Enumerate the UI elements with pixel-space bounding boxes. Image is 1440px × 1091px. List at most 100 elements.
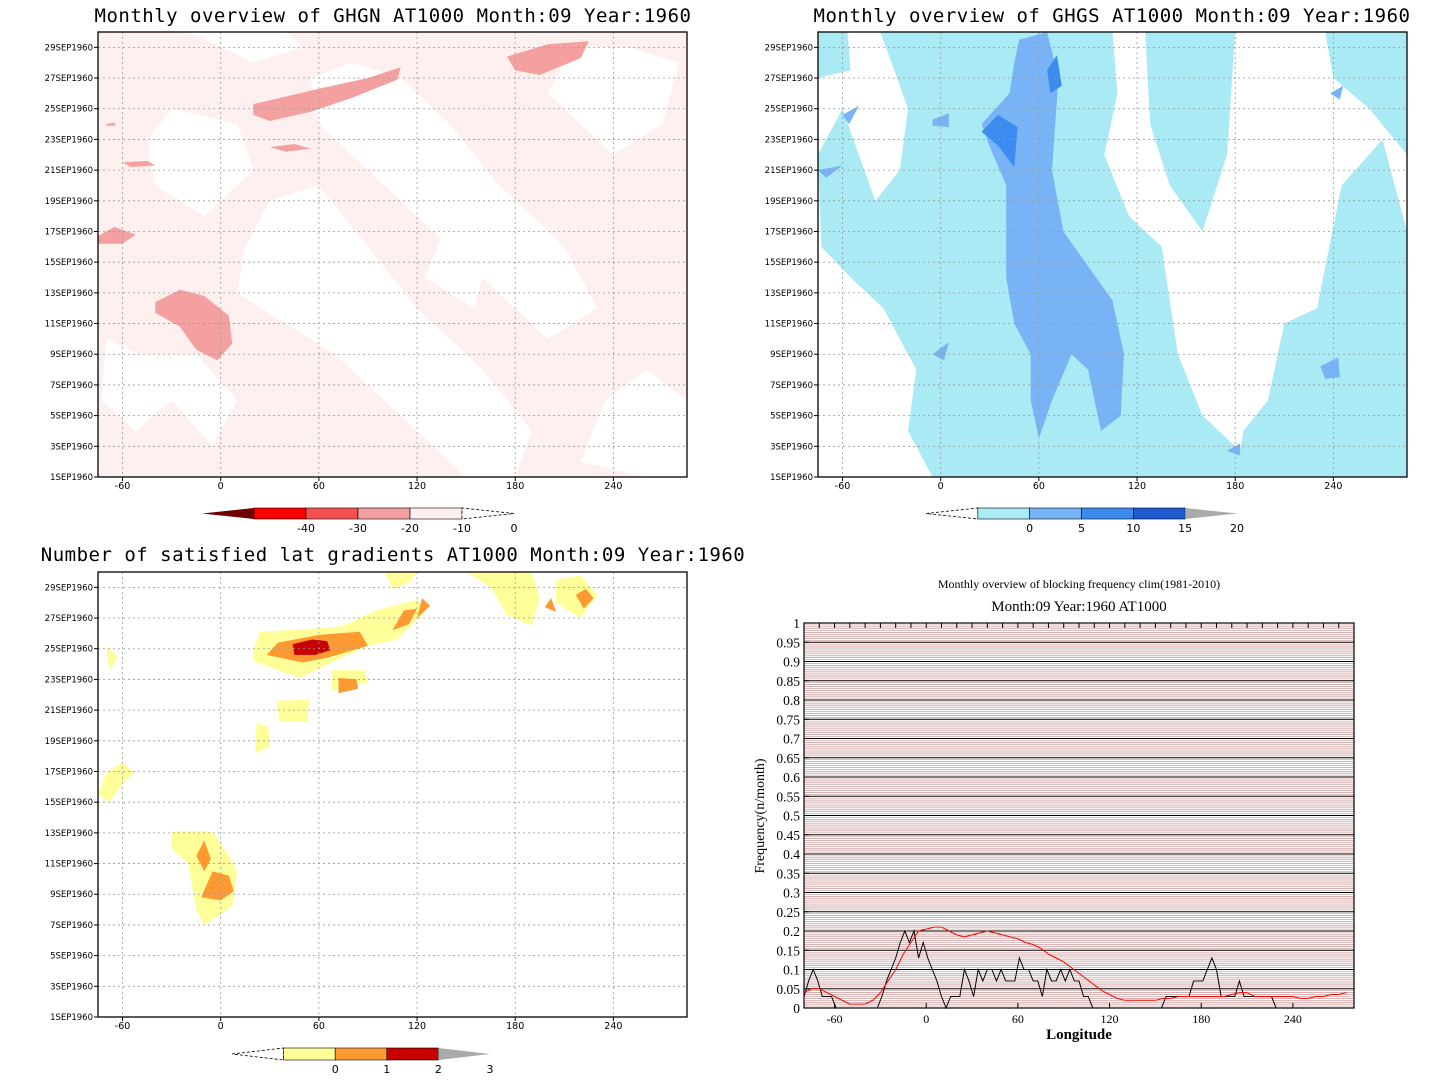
colorbar-label-3: 2 [435, 1063, 442, 1076]
x-tick-label-4: 120 [1128, 481, 1146, 492]
contour-region-10 [932, 342, 949, 361]
y-tick-label-4: 0.15 [776, 943, 800, 958]
y-tick-label-7: 13SEP1960 [45, 289, 93, 299]
x-tick-label-1: -60 [115, 1021, 131, 1032]
y-tick-label-8: 15SEP1960 [765, 258, 813, 268]
y-tick-label-9: 0.4 [783, 847, 800, 862]
colorbar-box-4 [1133, 507, 1186, 520]
colorbar-box-4 [409, 507, 463, 520]
y-tick-label-5: 9SEP1960 [50, 350, 93, 360]
contour-region-9 [932, 113, 949, 128]
y-tick-label-10: 19SEP1960 [765, 197, 813, 207]
x-tick-label-4: 120 [1101, 1012, 1119, 1026]
x-tick-label-2: 0 [923, 1012, 929, 1026]
y-tick-label-12: 23SEP1960 [765, 135, 813, 145]
x-tick-label-2: 0 [218, 481, 224, 492]
contour-region-9 [253, 67, 401, 121]
contour-region-18 [575, 588, 594, 609]
contour-region-14 [122, 160, 156, 167]
colorbar-extend-low [231, 1047, 285, 1061]
y-tick-label-8: 0.35 [776, 866, 800, 881]
contour-region-16 [417, 598, 431, 618]
x-tick-label-3: 60 [313, 481, 325, 492]
contour-region-10 [556, 575, 597, 618]
hline-grid [804, 622, 1354, 1009]
plot-frame [817, 31, 1408, 478]
y-tick-label-2: 3SEP1960 [770, 442, 813, 452]
y-tick-label-10: 19SEP1960 [45, 197, 93, 207]
x-tick-label-5: 180 [506, 1021, 524, 1032]
y-tick-label-14: 27SEP1960 [45, 614, 93, 624]
colorbar-label-3: -20 [401, 522, 419, 535]
y-tick-label-12: 0.55 [776, 789, 800, 804]
y-tick-label-2: 0.05 [776, 982, 800, 997]
y-tick-label-7: 13SEP1960 [765, 289, 813, 299]
y-tick-label-4: 7SEP1960 [770, 381, 813, 391]
contour-region-6 [981, 32, 1124, 439]
x-tick-label-1: -60 [835, 481, 851, 492]
y-tick-label-3: 5SEP1960 [50, 412, 93, 422]
contour-region-9 [466, 572, 540, 626]
y-tick-label-13: 0.6 [783, 770, 800, 785]
colorbar-label-1: 0 [1026, 522, 1033, 535]
plot-background [98, 572, 687, 1017]
contour-region-11 [196, 840, 211, 872]
chart-subtitle: Month:09 Year:1960 AT1000 [991, 599, 1166, 615]
colorbar-extend-high [461, 507, 515, 520]
contour-region-7 [818, 165, 843, 178]
x-tick-label-5: 180 [506, 481, 524, 492]
y-tick-label-15: 29SEP1960 [45, 583, 93, 593]
contour-region-2 [147, 108, 254, 217]
contour-region-3 [237, 185, 532, 477]
colorbar-box-3 [357, 507, 411, 520]
y-tick-label-11: 21SEP1960 [765, 166, 813, 176]
colorbar: 0 5 10 15 20 [925, 507, 1244, 535]
contour-region-13 [269, 144, 311, 152]
y-axis-label: Frequency(n/month) [753, 758, 768, 873]
x-tick-label-1: -60 [115, 481, 131, 492]
y-tick-label-7: 13SEP1960 [45, 829, 93, 839]
colorbar-label-2: 1 [383, 1063, 390, 1076]
y-tick-label-9: 17SEP1960 [765, 227, 813, 237]
contour-region-13 [1227, 443, 1241, 456]
y-tick-label-13: 25SEP1960 [765, 105, 813, 115]
colorbar-box-1 [253, 507, 307, 520]
contour-region-4 [1325, 32, 1407, 155]
contour-region-12 [1330, 85, 1344, 100]
contour-region-7 [580, 369, 687, 477]
colorbar-label-1: 0 [332, 1063, 339, 1076]
contour-fields [818, 32, 1407, 477]
y-tick-label-9: 17SEP1960 [45, 767, 93, 777]
y-tick-label-20: 0.95 [776, 635, 800, 650]
x-tick-label-3: 60 [1033, 481, 1045, 492]
y-tick-label-19: 0.9 [783, 655, 800, 670]
y-tick-label-1: 1SEP1960 [50, 473, 93, 483]
contour-region-11 [155, 289, 233, 361]
x-tick-label-6: 240 [604, 481, 622, 492]
y-tick-label-10: 0.45 [776, 828, 800, 843]
y-tick-label-13: 25SEP1960 [45, 105, 93, 115]
x-tick-label-3: 60 [1012, 1012, 1024, 1026]
x-tick-label-6: 240 [1284, 1012, 1302, 1026]
chart-title: Monthly overview of GHGN AT1000 Month:09… [95, 5, 692, 27]
colorbar-box-1 [977, 507, 1030, 520]
y-tick-label-6: 0.25 [776, 905, 800, 920]
contour-region-6 [547, 47, 679, 155]
colorbar-box-2 [1029, 507, 1082, 520]
x-tick-label-3: 60 [313, 1021, 325, 1032]
contour-region-5 [276, 699, 310, 723]
contour-region-3 [1235, 139, 1407, 477]
contour-region-8 [842, 105, 859, 125]
series-line-1 [803, 929, 1277, 1010]
chart-title: Monthly overview of GHGS AT1000 Month:09… [814, 5, 1411, 27]
y-tick-label-8: 15SEP1960 [45, 258, 93, 268]
colorbar-label-3: 10 [1126, 522, 1140, 535]
heatmap-panel-3: -60 0 60 120 180 2401SEP19603SEP19605SEP19607… [41, 544, 745, 1076]
y-tick-label-1: 1SEP1960 [50, 1013, 93, 1023]
x-tick-label-6: 240 [604, 1021, 622, 1032]
contour-region-14 [1047, 55, 1062, 94]
contour-region-12 [201, 871, 234, 901]
x-tick-label-4: 120 [408, 1021, 426, 1032]
heatmap-panel-1: -60 0 60 120 180 240 1SEP1960 3SEP1960 5SEP1960 7… [45, 5, 692, 535]
x-tick-label-2: 0 [938, 481, 944, 492]
